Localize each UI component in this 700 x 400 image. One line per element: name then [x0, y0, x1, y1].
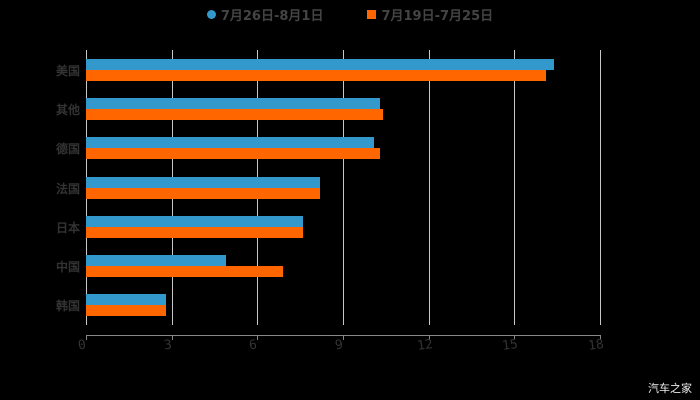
tick-mark [171, 335, 173, 340]
bar-series0[interactable] [86, 176, 321, 188]
bar-series0[interactable] [86, 294, 166, 306]
bar-series1[interactable] [86, 148, 381, 160]
bar-series1[interactable] [86, 70, 546, 81]
legend-item-series0[interactable]: 7月26日-8月1日 [206, 4, 324, 24]
y-category-label: 中国 [55, 260, 80, 274]
circle-marker-icon [206, 9, 216, 19]
x-tick-label: 3 [162, 337, 173, 354]
gridline [428, 50, 430, 325]
bar-series0[interactable] [86, 255, 226, 266]
y-category-label: 法国 [55, 181, 80, 196]
bar-series1[interactable] [86, 266, 284, 277]
legend-label: 7月19日-7月25日 [381, 8, 494, 24]
legend-item-series1[interactable]: 7月19日-7月25日 [367, 4, 493, 24]
x-tick-label: 15 [501, 336, 520, 355]
bar-series0[interactable] [86, 98, 381, 110]
gridline [514, 50, 516, 325]
legend-label: 7月26日-8月1日 [220, 8, 324, 24]
y-category-label: 德国 [55, 142, 80, 157]
tick-mark [343, 335, 344, 340]
y-category-label: 美国 [55, 64, 80, 78]
chart-legend: 7月26日-8月1日 7月19日-7月25日 [0, 4, 700, 24]
y-category-label: 韩国 [55, 299, 80, 314]
tick-mark [514, 335, 516, 340]
tick-mark [600, 335, 601, 340]
bar-series0[interactable] [86, 137, 375, 149]
x-tick-label: 18 [587, 336, 605, 355]
y-category-label: 日本 [55, 220, 80, 235]
bar-series1[interactable] [86, 187, 321, 199]
square-marker-icon [367, 9, 377, 19]
x-tick-label: 12 [415, 336, 434, 355]
bar-series1[interactable] [86, 305, 166, 317]
gridline [600, 50, 601, 325]
bar-series0[interactable] [86, 59, 555, 70]
watermark: 汽车之家 [648, 382, 692, 395]
bar-series0[interactable] [86, 215, 304, 227]
tick-mark [86, 335, 87, 340]
y-category-label: 其他 [55, 103, 80, 118]
tick-mark [428, 335, 430, 340]
tick-mark [257, 335, 259, 340]
bar-series1[interactable] [86, 109, 383, 121]
bar-series1[interactable] [86, 226, 304, 238]
gridline [343, 50, 344, 325]
